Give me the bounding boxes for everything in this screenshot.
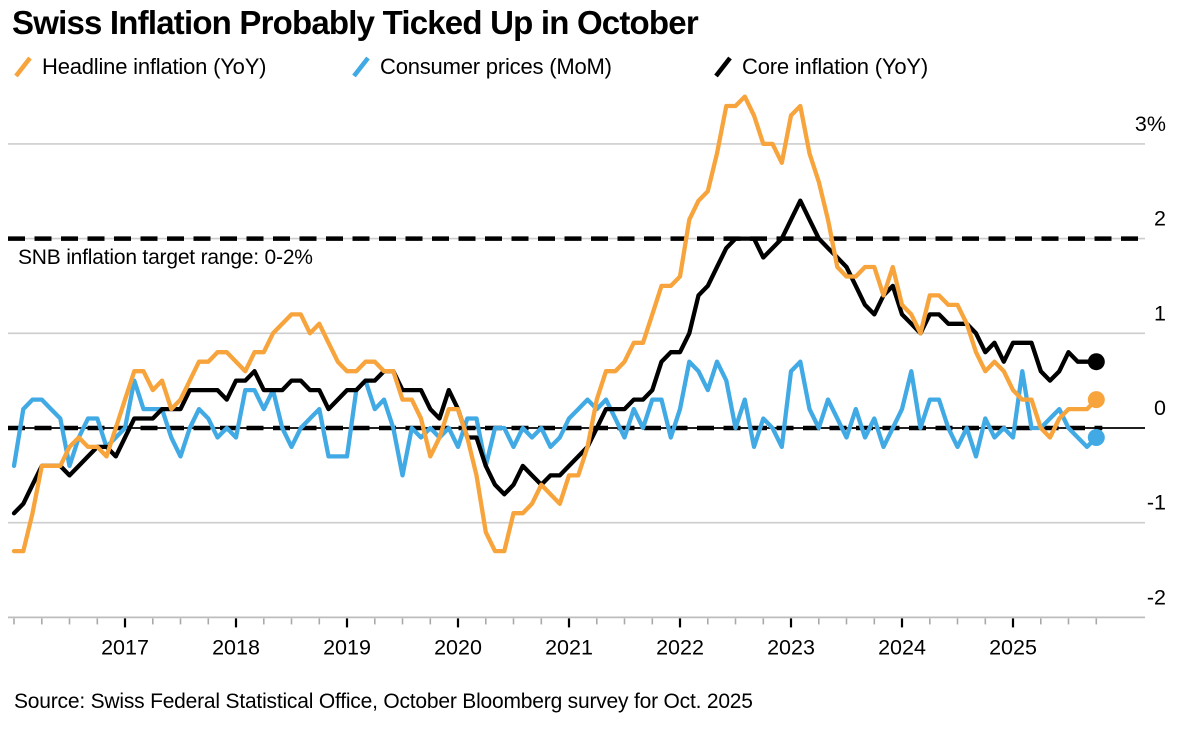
series-line xyxy=(11,94,1099,554)
y-axis-label: -1 xyxy=(1147,491,1166,515)
x-axis-year-label: 2017 xyxy=(101,635,149,659)
x-axis-year-label: 2025 xyxy=(989,635,1037,659)
y-axis-label: 1 xyxy=(1154,301,1166,325)
legend-slash-icon xyxy=(714,56,732,78)
x-axis-year-label: 2022 xyxy=(656,635,704,659)
x-axis-year-label: 2021 xyxy=(545,635,593,659)
y-axis-label: 0 xyxy=(1154,396,1166,420)
x-axis-year-label: 2019 xyxy=(323,635,371,659)
series-line xyxy=(11,359,1099,478)
y-axis-label: -2 xyxy=(1147,585,1166,609)
source-note: Source: Swiss Federal Statistical Office… xyxy=(14,690,753,713)
x-axis-year-label: 2018 xyxy=(212,635,260,659)
y-axis-label: 2 xyxy=(1154,207,1166,231)
series-end-dot xyxy=(1087,429,1105,446)
x-axis-year-label: 2020 xyxy=(434,635,482,659)
legend-item-headline: Headline inflation (YoY) xyxy=(12,52,267,82)
y-axis-label: 3% xyxy=(1135,112,1166,136)
legend-label: Headline inflation (YoY) xyxy=(42,54,267,79)
legend-label: Consumer prices (MoM) xyxy=(380,54,612,79)
legend-label: Core inflation (YoY) xyxy=(742,54,928,79)
legend-slash-icon xyxy=(352,56,370,78)
series-end-dot xyxy=(1087,353,1105,371)
legend-item-consumer-prices: Consumer prices (MoM) xyxy=(350,52,612,82)
legend-item-core: Core inflation (YoY) xyxy=(712,52,928,82)
x-axis-year-label: 2023 xyxy=(767,635,815,659)
legend-slash-icon xyxy=(14,56,32,78)
legend: Headline inflation (YoY) Consumer prices… xyxy=(0,52,1179,82)
snb-target-annotation: SNB inflation target range: 0-2% xyxy=(18,246,313,269)
series-end-dot xyxy=(1087,391,1105,409)
x-axis-year-label: 2024 xyxy=(878,635,926,659)
page-title: Swiss Inflation Probably Ticked Up in Oc… xyxy=(12,4,699,41)
